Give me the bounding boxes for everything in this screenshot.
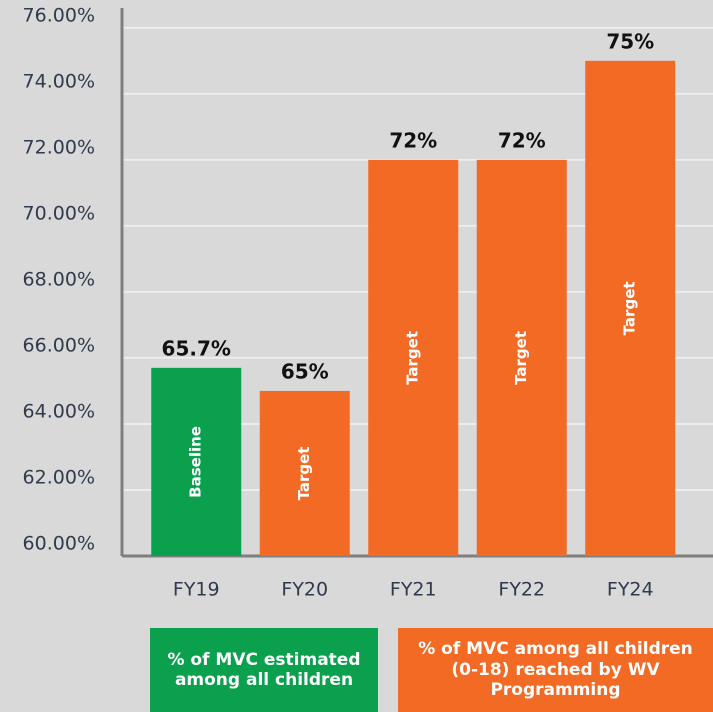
bar [476, 159, 567, 557]
x-tick-label: FY22 [498, 579, 545, 601]
y-tick-label: 66.00% [23, 334, 95, 356]
y-tick-label: 68.00% [23, 268, 95, 290]
bar-label: Target [621, 281, 639, 335]
y-tick-label: 76.00% [23, 4, 95, 26]
value-label: 65.7% [162, 336, 231, 360]
x-tick-label: FY24 [607, 579, 654, 601]
bar [151, 367, 242, 556]
bar [259, 390, 350, 556]
bar [585, 60, 676, 557]
legend-entry: % of MVC among all children (0-18) reach… [398, 628, 713, 712]
bar-label: Target [512, 331, 530, 385]
y-tick-label: 70.00% [23, 202, 95, 224]
y-tick-label: 60.00% [23, 533, 95, 555]
value-label: 75% [606, 29, 654, 53]
bar-label: Target [404, 331, 422, 385]
value-label: 65% [281, 359, 329, 383]
x-tick-label: FY19 [173, 579, 220, 601]
x-tick-label: FY21 [390, 579, 437, 601]
x-tick-label: FY20 [281, 579, 328, 601]
bar-label: Target [295, 447, 313, 501]
y-tick-label: 72.00% [23, 136, 95, 158]
value-label: 72% [498, 128, 546, 152]
value-label: 72% [389, 128, 437, 152]
legend-entry: % of MVC estimated among all children [150, 628, 378, 712]
y-tick-label: 74.00% [23, 70, 95, 92]
bar [368, 159, 459, 557]
y-tick-label: 64.00% [23, 400, 95, 422]
chart: 60.00% 62.00% 64.00% 66.00% 68.00% 70.00% 72.0… [23, 4, 713, 601]
y-tick-label: 62.00% [23, 466, 95, 488]
bar-label: Baseline [187, 426, 205, 498]
